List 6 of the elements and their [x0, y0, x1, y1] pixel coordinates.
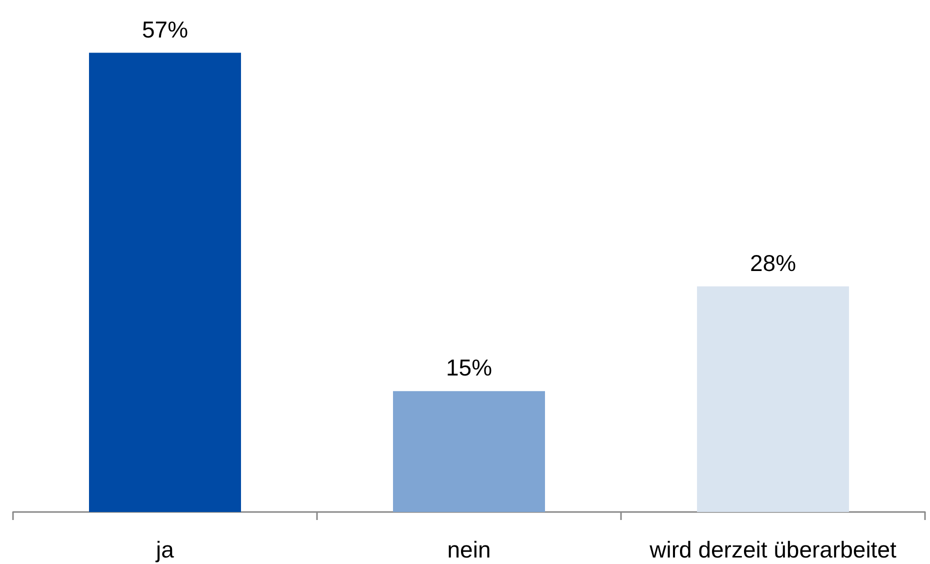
- x-tick-label: wird derzeit überarbeitet: [648, 536, 897, 562]
- x-tick-label: ja: [155, 536, 174, 562]
- data-label: 15%: [446, 354, 492, 381]
- x-tick-label: nein: [447, 536, 491, 562]
- data-label: 28%: [750, 250, 796, 276]
- data-label: 57%: [142, 16, 188, 42]
